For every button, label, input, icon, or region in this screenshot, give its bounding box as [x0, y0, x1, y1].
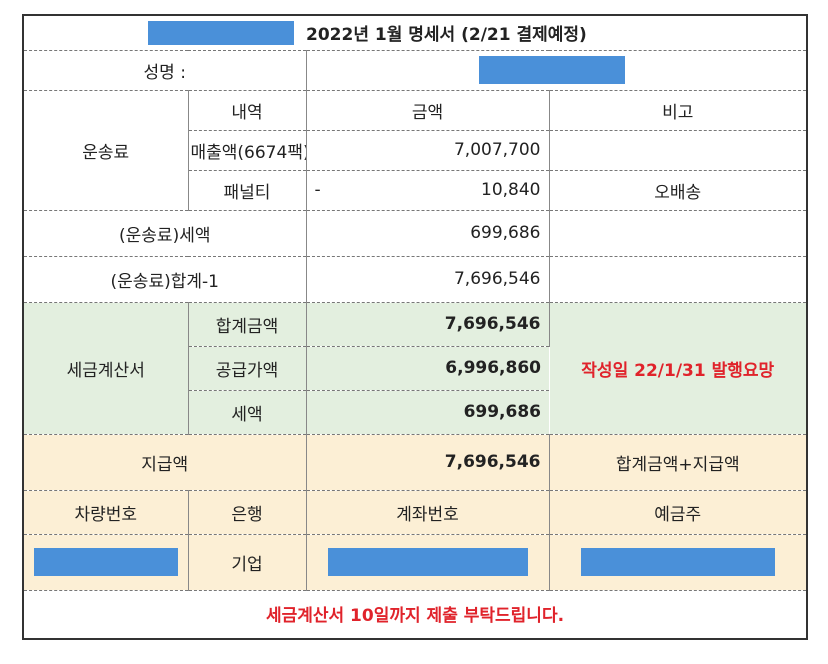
transport-group-label: 운송료 — [24, 90, 189, 211]
payment-label: 지급액 — [24, 434, 307, 491]
total-row: (운송료)합계-1 7,696,546 — [24, 256, 806, 303]
penalty-amount-cell: - 10,840 — [306, 170, 550, 211]
redacted-holder-box — [580, 548, 775, 576]
vehicle-value-cell — [24, 534, 189, 591]
total-row-label: (운송료)합계-1 — [24, 256, 307, 303]
payment-note: 합계금액+지급액 — [549, 434, 806, 491]
penalty-row: 패널티 - 10,840 오배송 — [24, 170, 806, 211]
sales-note — [549, 130, 806, 171]
statement-title: 2022년 1월 명세서 (2/21 결제예정) — [306, 25, 587, 46]
name-value-cell — [306, 50, 806, 91]
header-note: 비고 — [549, 90, 806, 131]
invoice-group-label: 세금계산서 — [24, 302, 189, 435]
vehicle-header: 차량번호 — [24, 490, 189, 535]
holder-value-cell — [549, 534, 806, 591]
payment-amount: 7,696,546 — [306, 434, 550, 491]
penalty-note: 오배송 — [549, 170, 806, 211]
account-header: 계좌번호 — [306, 490, 550, 535]
name-label: 성명 : — [24, 50, 307, 91]
sales-amount: 7,007,700 — [306, 130, 550, 171]
redacted-company-box — [148, 20, 294, 45]
redacted-vehicle-box — [33, 548, 178, 576]
holder-header: 예금주 — [549, 490, 806, 535]
total-row-amount: 7,696,546 — [306, 256, 550, 303]
header-amount: 금액 — [306, 90, 550, 131]
account-value-cell — [306, 534, 550, 591]
footer-notice: 세금계산서 10일까지 제출 부탁드립니다. — [265, 605, 565, 626]
bank-header: 은행 — [188, 490, 307, 535]
sales-label: 매출액(6674팩) — [188, 130, 307, 171]
title-cell: 2022년 1월 명세서 (2/21 결제예정) — [24, 16, 806, 51]
invoice-note: 작성일 22/1/31 발행요망 — [549, 302, 806, 435]
column-header-row: 운송료 내역 금액 비고 — [24, 90, 806, 211]
payment-row: 지급액 7,696,546 합계금액+지급액 — [24, 434, 806, 491]
tax-row-label: (운송료)세액 — [24, 210, 307, 257]
redacted-name-box — [478, 56, 625, 84]
invoice-total-label: 합계금액 — [188, 302, 307, 347]
invoice-tax-label: 세액 — [188, 390, 307, 435]
total-row-note — [549, 256, 806, 303]
invoice-supply-amount: 6,996,860 — [306, 346, 549, 391]
header-detail: 내역 — [188, 90, 307, 131]
invoice-supply-label: 공급가액 — [188, 346, 307, 391]
tax-row: (운송료)세액 699,686 — [24, 210, 806, 257]
bank-header-row: 차량번호 은행 계좌번호 예금주 — [24, 490, 806, 535]
penalty-sign: - — [314, 180, 321, 200]
penalty-amount: 10,840 — [481, 180, 541, 200]
sales-row: 매출액(6674팩) 7,007,700 — [24, 130, 806, 171]
bank-value: 기업 — [188, 534, 307, 591]
invoice-total-amount: 7,696,546 — [306, 302, 550, 347]
tax-row-note — [549, 210, 806, 257]
penalty-label: 패널티 — [188, 170, 307, 211]
tax-row-amount: 699,686 — [306, 210, 550, 257]
footer-row: 세금계산서 10일까지 제출 부탁드립니다. — [24, 590, 806, 636]
invoice-total-row: 세금계산서 합계금액 7,696,546 작성일 22/1/31 발행요망 — [24, 302, 806, 435]
title-row: 2022년 1월 명세서 (2/21 결제예정) — [24, 16, 806, 51]
bank-value-row: 기업 — [24, 534, 806, 591]
redacted-account-box — [327, 548, 528, 576]
statement-table: 2022년 1월 명세서 (2/21 결제예정) 성명 : 운송료 내역 금액 … — [24, 16, 806, 636]
invoice-tax-amount: 699,686 — [306, 390, 549, 435]
name-row: 성명 : — [24, 50, 806, 91]
